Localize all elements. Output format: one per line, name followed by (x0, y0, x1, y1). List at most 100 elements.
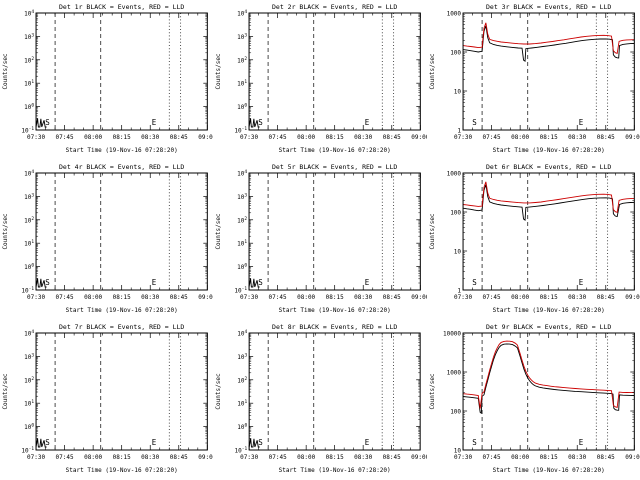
svg-text:101: 101 (24, 79, 34, 87)
chart-det-9r: Det 9r BLACK = Events, RED = LLD S E 07:30 0… (429, 323, 640, 474)
svg-text:08:00: 08:00 (511, 454, 529, 461)
svg-text:08:30: 08:30 (355, 134, 373, 141)
svg-text:100: 100 (24, 263, 34, 271)
svg-text:1000: 1000 (446, 370, 461, 377)
svg-text:09:00: 09:00 (625, 134, 640, 141)
svg-text:100: 100 (237, 103, 247, 111)
svg-text:10: 10 (453, 448, 461, 455)
svg-text:S: S (45, 438, 50, 447)
svg-text:08:30: 08:30 (355, 294, 373, 301)
svg-text:E: E (578, 438, 583, 447)
svg-text:07:45: 07:45 (269, 454, 287, 461)
svg-text:10-1: 10-1 (235, 286, 248, 294)
svg-text:101: 101 (24, 239, 34, 247)
svg-text:08:45: 08:45 (383, 454, 401, 461)
svg-text:Start Time (19-Nov-16 07:28:20: Start Time (19-Nov-16 07:28:20) (279, 307, 391, 314)
svg-text:100: 100 (450, 409, 461, 416)
svg-text:102: 102 (237, 56, 247, 64)
svg-text:100: 100 (24, 103, 34, 111)
svg-text:09:00: 09:00 (625, 294, 640, 301)
svg-text:09:00: 09:00 (412, 294, 427, 301)
svg-text:09:00: 09:00 (411, 454, 426, 461)
svg-text:07:45: 07:45 (56, 294, 74, 301)
svg-text:102: 102 (24, 56, 34, 64)
svg-text:Counts/sec: Counts/sec (215, 53, 222, 89)
svg-text:E: E (152, 118, 157, 127)
svg-text:100: 100 (450, 50, 461, 57)
svg-text:Start Time (19-Nov-16 07:28:20: Start Time (19-Nov-16 07:28:20) (66, 147, 178, 154)
svg-text:Det 8r BLACK = Events, RED = L: Det 8r BLACK = Events, RED = LLD (272, 323, 397, 331)
svg-text:08:00: 08:00 (297, 294, 315, 301)
svg-text:07:45: 07:45 (269, 134, 287, 141)
svg-text:08:00: 08:00 (84, 294, 102, 301)
svg-text:Det 5r BLACK = Events, RED = L: Det 5r BLACK = Events, RED = LLD (272, 163, 397, 171)
svg-text:101: 101 (237, 239, 247, 247)
svg-text:07:45: 07:45 (482, 134, 500, 141)
svg-text:08:00: 08:00 (297, 454, 315, 461)
svg-text:07:45: 07:45 (482, 454, 500, 461)
svg-text:104: 104 (24, 329, 34, 337)
svg-text:104: 104 (237, 169, 247, 177)
svg-text:10000: 10000 (443, 331, 461, 338)
svg-text:E: E (152, 278, 157, 287)
svg-text:08:45: 08:45 (596, 294, 614, 301)
svg-text:07:45: 07:45 (56, 454, 74, 461)
svg-text:100: 100 (237, 263, 247, 271)
svg-text:07:30: 07:30 (454, 134, 472, 141)
svg-text:08:30: 08:30 (141, 134, 159, 141)
svg-text:E: E (365, 438, 370, 447)
svg-text:102: 102 (238, 376, 248, 385)
svg-text:08:15: 08:15 (326, 134, 344, 141)
svg-text:Det 3r BLACK = Events, RED = L: Det 3r BLACK = Events, RED = LLD (486, 3, 611, 11)
svg-text:10: 10 (453, 89, 461, 96)
svg-text:Det 2r BLACK = Events, RED = L: Det 2r BLACK = Events, RED = LLD (272, 3, 397, 11)
svg-text:104: 104 (238, 329, 248, 338)
svg-text:07:30: 07:30 (27, 294, 45, 301)
svg-text:S: S (259, 438, 264, 447)
svg-text:08:45: 08:45 (170, 454, 188, 461)
svg-text:S: S (45, 278, 50, 287)
svg-text:103: 103 (24, 32, 34, 40)
svg-text:07:30: 07:30 (27, 454, 45, 461)
svg-text:09:00: 09:00 (198, 134, 213, 141)
svg-text:S: S (472, 118, 477, 127)
svg-text:S: S (45, 118, 50, 127)
svg-text:07:30: 07:30 (454, 454, 472, 461)
svg-text:E: E (365, 118, 370, 127)
svg-text:08:15: 08:15 (326, 294, 344, 301)
svg-text:07:45: 07:45 (269, 294, 287, 301)
svg-text:S: S (472, 438, 477, 447)
svg-text:08:15: 08:15 (113, 134, 131, 141)
svg-text:09:00: 09:00 (198, 454, 213, 461)
chart-det-6r: Det 6r BLACK = Events, RED = LLD S E 07:30 0… (429, 163, 640, 314)
svg-text:Start Time (19-Nov-16 07:28:20: Start Time (19-Nov-16 07:28:20) (492, 467, 604, 474)
svg-text:103: 103 (237, 32, 247, 40)
svg-text:104: 104 (24, 9, 34, 17)
svg-text:07:30: 07:30 (240, 294, 258, 301)
chart-det-7r: Det 7r BLACK = Events, RED = LLD S E 07:30 0… (2, 323, 213, 474)
svg-text:10-1: 10-1 (235, 446, 248, 455)
chart-det-1r: Det 1r BLACK = Events, RED = LLD S E 07:30 0… (2, 3, 213, 154)
svg-text:E: E (578, 278, 583, 287)
svg-text:08:30: 08:30 (568, 454, 586, 461)
svg-text:Start Time (19-Nov-16 07:28:20: Start Time (19-Nov-16 07:28:20) (279, 147, 391, 154)
svg-text:Start Time (19-Nov-16 07:28:20: Start Time (19-Nov-16 07:28:20) (492, 147, 604, 154)
svg-text:103: 103 (238, 352, 248, 361)
svg-text:Det 4r BLACK = Events, RED = L: Det 4r BLACK = Events, RED = LLD (59, 163, 184, 171)
svg-text:Start Time (19-Nov-16 07:28:20: Start Time (19-Nov-16 07:28:20) (66, 307, 178, 314)
svg-text:08:00: 08:00 (511, 294, 529, 301)
svg-text:08:00: 08:00 (297, 134, 315, 141)
svg-text:1: 1 (457, 128, 461, 135)
svg-text:08:45: 08:45 (596, 134, 614, 141)
svg-text:07:30: 07:30 (240, 454, 258, 461)
chart-det-2r: Det 2r BLACK = Events, RED = LLD S E 07:30 0… (215, 3, 426, 154)
svg-text:103: 103 (237, 192, 247, 200)
svg-text:08:30: 08:30 (354, 454, 372, 461)
svg-text:Counts/sec: Counts/sec (2, 213, 9, 249)
svg-text:08:15: 08:15 (539, 294, 557, 301)
svg-text:09:00: 09:00 (198, 294, 213, 301)
svg-text:Counts/sec: Counts/sec (429, 53, 436, 89)
svg-text:08:15: 08:15 (326, 454, 344, 461)
svg-text:102: 102 (24, 376, 34, 384)
